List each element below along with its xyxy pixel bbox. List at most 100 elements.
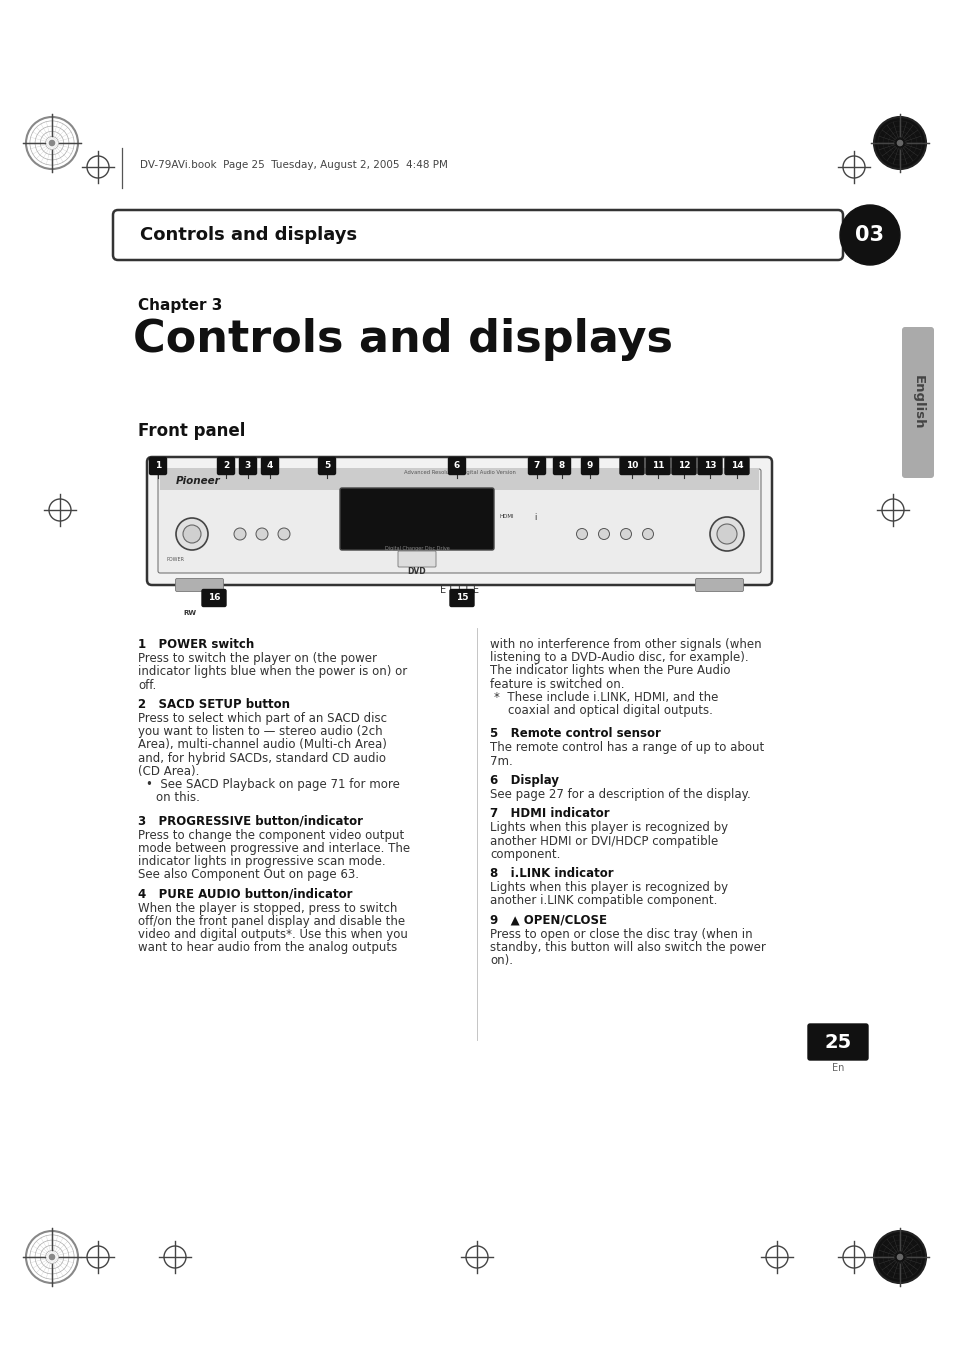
FancyBboxPatch shape [695, 578, 742, 592]
Text: Advanced Resolution Digital Audio Version: Advanced Resolution Digital Audio Versio… [403, 470, 515, 476]
FancyBboxPatch shape [261, 458, 278, 474]
Text: 6   Display: 6 Display [490, 774, 558, 786]
FancyBboxPatch shape [698, 458, 721, 474]
Text: mode between progressive and interlace. The: mode between progressive and interlace. … [138, 842, 410, 855]
Text: listening to a DVD-Audio disc, for example).: listening to a DVD-Audio disc, for examp… [490, 651, 748, 665]
Text: 3   PROGRESSIVE button/indicator: 3 PROGRESSIVE button/indicator [138, 815, 363, 827]
Circle shape [641, 528, 653, 539]
Circle shape [26, 118, 78, 169]
Circle shape [598, 528, 609, 539]
Text: En: En [831, 1063, 843, 1073]
Text: Controls and displays: Controls and displays [132, 317, 672, 361]
Text: another HDMI or DVI/HDCP compatible: another HDMI or DVI/HDCP compatible [490, 835, 718, 847]
Circle shape [255, 528, 268, 540]
Circle shape [175, 517, 208, 550]
Circle shape [897, 141, 902, 146]
Text: (CD Area).: (CD Area). [138, 765, 199, 778]
FancyBboxPatch shape [901, 327, 933, 478]
Text: 1   POWER switch: 1 POWER switch [138, 638, 254, 651]
Text: 25: 25 [823, 1032, 851, 1051]
Text: 3: 3 [245, 462, 251, 470]
Text: component.: component. [490, 848, 559, 861]
Text: 14: 14 [730, 462, 742, 470]
Text: indicator lights blue when the power is on) or: indicator lights blue when the power is … [138, 666, 407, 678]
Circle shape [576, 528, 587, 539]
Circle shape [26, 1231, 78, 1283]
Text: 6: 6 [454, 462, 459, 470]
Circle shape [897, 1254, 902, 1259]
Text: 5: 5 [323, 462, 330, 470]
Text: indicator lights in progressive scan mode.: indicator lights in progressive scan mod… [138, 855, 385, 867]
Text: want to hear audio from the analog outputs: want to hear audio from the analog outpu… [138, 942, 396, 954]
Text: 12: 12 [677, 462, 690, 470]
Text: 2: 2 [223, 462, 229, 470]
Text: standby, this button will also switch the power: standby, this button will also switch th… [490, 942, 765, 954]
Circle shape [873, 1231, 925, 1283]
Text: *  These include i.LINK, HDMI, and the: * These include i.LINK, HDMI, and the [494, 690, 718, 704]
Text: another i.LINK compatible component.: another i.LINK compatible component. [490, 894, 717, 908]
Text: E L I T E: E L I T E [439, 585, 478, 594]
Text: 10: 10 [625, 462, 638, 470]
FancyBboxPatch shape [448, 458, 465, 474]
FancyBboxPatch shape [239, 458, 256, 474]
Text: Press to open or close the disc tray (when in: Press to open or close the disc tray (wh… [490, 928, 752, 940]
Text: 2   SACD SETUP button: 2 SACD SETUP button [138, 698, 290, 711]
Text: 8: 8 [558, 462, 564, 470]
FancyBboxPatch shape [450, 589, 474, 607]
Text: 4: 4 [267, 462, 273, 470]
Text: The indicator lights when the Pure Audio: The indicator lights when the Pure Audio [490, 665, 730, 677]
Text: you want to listen to — stereo audio (2ch: you want to listen to — stereo audio (2c… [138, 725, 382, 738]
Text: English: English [910, 376, 923, 430]
Circle shape [840, 205, 899, 265]
Circle shape [717, 524, 737, 544]
Text: 5   Remote control sensor: 5 Remote control sensor [490, 727, 660, 740]
Text: 15: 15 [456, 593, 468, 603]
Text: 7   HDMI indicator: 7 HDMI indicator [490, 807, 609, 820]
Text: Chapter 3: Chapter 3 [138, 299, 222, 313]
Circle shape [619, 528, 631, 539]
Text: DV-79AVi.book  Page 25  Tuesday, August 2, 2005  4:48 PM: DV-79AVi.book Page 25 Tuesday, August 2,… [140, 159, 447, 170]
Circle shape [50, 1254, 54, 1259]
FancyBboxPatch shape [645, 458, 669, 474]
Circle shape [709, 517, 743, 551]
Bar [160, 467, 759, 490]
Text: 1: 1 [154, 462, 161, 470]
Text: 7: 7 [534, 462, 539, 470]
Text: off/on the front panel display and disable the: off/on the front panel display and disab… [138, 915, 405, 928]
Text: When the player is stopped, press to switch: When the player is stopped, press to swi… [138, 901, 397, 915]
Text: off.: off. [138, 678, 156, 692]
Text: Pioneer: Pioneer [175, 476, 220, 486]
FancyBboxPatch shape [619, 458, 643, 474]
Text: Press to switch the player on (the power: Press to switch the player on (the power [138, 653, 376, 665]
Text: video and digital outputs*. Use this when you: video and digital outputs*. Use this whe… [138, 928, 408, 942]
Text: coaxial and optical digital outputs.: coaxial and optical digital outputs. [507, 704, 712, 717]
FancyBboxPatch shape [150, 458, 167, 474]
Circle shape [233, 528, 246, 540]
Text: 4   PURE AUDIO button/indicator: 4 PURE AUDIO button/indicator [138, 888, 352, 900]
FancyBboxPatch shape [807, 1024, 867, 1061]
FancyBboxPatch shape [528, 458, 545, 474]
Circle shape [277, 528, 290, 540]
Text: RW: RW [183, 611, 196, 616]
FancyBboxPatch shape [175, 578, 223, 592]
Text: HDMI: HDMI [499, 515, 514, 520]
FancyBboxPatch shape [147, 457, 771, 585]
FancyBboxPatch shape [158, 469, 760, 573]
Text: Press to select which part of an SACD disc: Press to select which part of an SACD di… [138, 712, 387, 725]
Text: 9   ▲ OPEN/CLOSE: 9 ▲ OPEN/CLOSE [490, 913, 606, 927]
Circle shape [50, 141, 54, 146]
Text: with no interference from other signals (when: with no interference from other signals … [490, 638, 760, 651]
Text: 7m.: 7m. [490, 755, 512, 767]
Text: 13: 13 [703, 462, 716, 470]
FancyBboxPatch shape [671, 458, 696, 474]
FancyBboxPatch shape [724, 458, 748, 474]
Text: Press to change the component video output: Press to change the component video outp… [138, 828, 404, 842]
Text: See page 27 for a description of the display.: See page 27 for a description of the dis… [490, 788, 750, 801]
Circle shape [873, 118, 925, 169]
FancyBboxPatch shape [397, 551, 436, 567]
Text: See also Component Out on page 63.: See also Component Out on page 63. [138, 869, 358, 881]
Text: 11: 11 [651, 462, 663, 470]
Text: Lights when this player is recognized by: Lights when this player is recognized by [490, 821, 727, 835]
Text: 16: 16 [208, 593, 220, 603]
FancyBboxPatch shape [553, 458, 570, 474]
